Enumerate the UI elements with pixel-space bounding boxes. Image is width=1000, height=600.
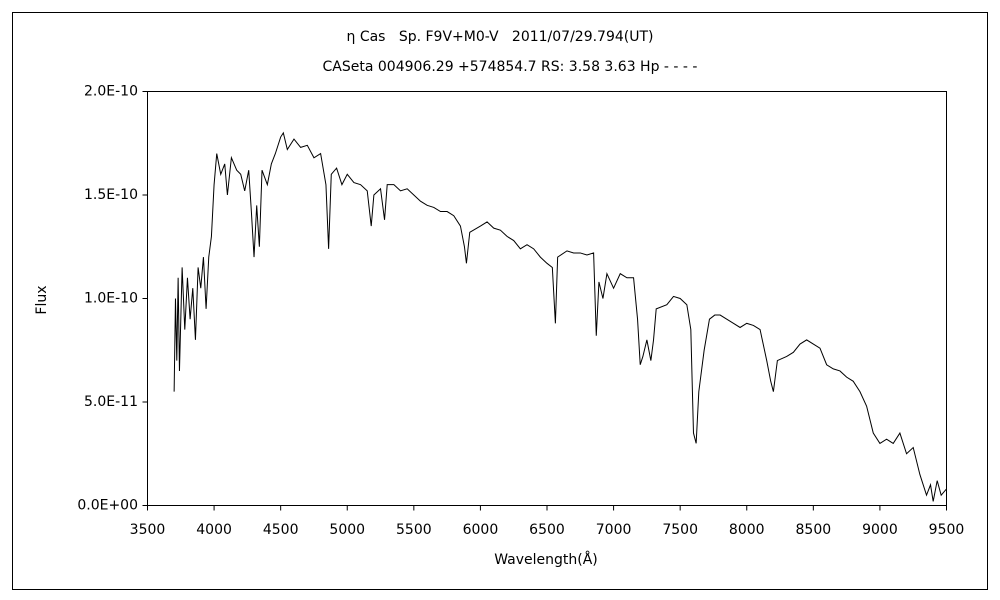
x-tick-label: 4500 — [263, 522, 299, 538]
x-tick-label: 8000 — [729, 522, 765, 538]
chart-subtitle: CASeta 004906.29 +574854.7 RS: 3.58 3.63… — [323, 59, 698, 75]
spectrum-line — [173, 131, 947, 502]
y-tick-label: 1.5E-10 — [84, 187, 138, 203]
x-tick-label: 9000 — [862, 522, 898, 538]
x-tick-label: 6500 — [529, 522, 565, 538]
x-tick-label: 5000 — [329, 522, 365, 538]
x-tick-label: 6000 — [463, 522, 499, 538]
chart-border — [12, 12, 988, 590]
x-tick-label: 7500 — [662, 522, 698, 538]
x-tick-label: 3500 — [130, 522, 166, 538]
x-axis-label: Wavelength(Å) — [494, 551, 598, 568]
y-tick-label: 1.0E-10 — [84, 291, 138, 307]
y-tick-label: 2.0E-10 — [84, 84, 138, 100]
x-tick-label: 9500 — [929, 522, 965, 538]
x-tick-label: 7000 — [596, 522, 632, 538]
x-tick-label: 8500 — [796, 522, 832, 538]
y-axis-label: Flux — [34, 285, 50, 314]
chart-title: η Cas Sp. F9V+M0-V 2011/07/29.794(UT) — [347, 29, 654, 45]
y-tick-label: 0.0E+00 — [77, 498, 138, 514]
y-tick-label: 5.0E-11 — [84, 394, 138, 410]
x-tick-label: 4000 — [196, 522, 232, 538]
x-tick-label: 5500 — [396, 522, 432, 538]
